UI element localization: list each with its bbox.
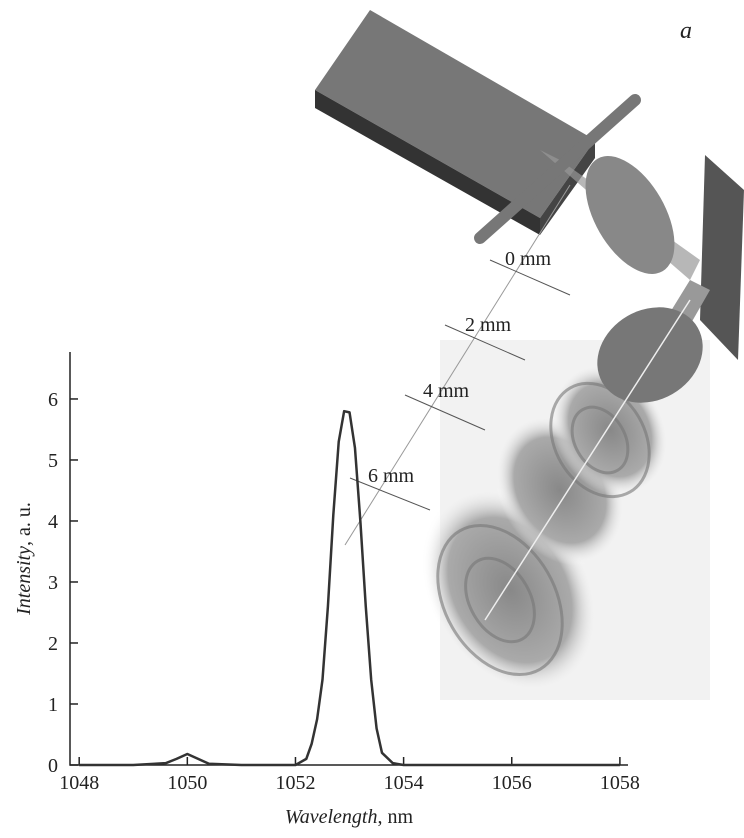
x-label-part: Wavelength xyxy=(285,806,378,828)
illustration: 0 mm 2 mm 4 mm 6 mm a xyxy=(315,10,744,700)
distance-label: 0 mm xyxy=(505,248,552,270)
panel-label: a xyxy=(680,18,692,44)
y-tick-label: 4 xyxy=(48,511,58,533)
x-tick-label: 1052 xyxy=(275,772,315,794)
chart: 0 1 2 3 4 5 6 1048 1050 1052 1054 1056 1058 Wavelengt… xyxy=(13,352,640,828)
y-tick-label: 3 xyxy=(48,572,58,594)
x-label-part: , nm xyxy=(378,806,414,828)
y-tick-label: 0 xyxy=(48,755,58,777)
y-label-part: Intensity xyxy=(13,546,35,616)
y-axis-label: Intensity, a. u. xyxy=(13,502,35,616)
y-tick-label: 1 xyxy=(48,694,58,716)
x-tick-label: 1058 xyxy=(600,772,640,794)
distance-label: 2 mm xyxy=(465,314,512,336)
x-tick-label: 1056 xyxy=(492,772,532,794)
y-tick-label: 2 xyxy=(48,633,58,655)
distance-label: 4 mm xyxy=(423,380,470,402)
y-tick-label: 6 xyxy=(48,389,58,411)
y-tick-label: 5 xyxy=(48,450,58,472)
distance-label: 6 mm xyxy=(368,465,415,487)
x-tick-label: 1054 xyxy=(384,772,424,794)
x-axis-label: Wavelength, nm xyxy=(285,806,414,828)
x-tick-label: 1050 xyxy=(167,772,207,794)
spectrum-line xyxy=(79,409,620,767)
x-tick-label: 1048 xyxy=(59,772,99,794)
y-label-part: , a. u. xyxy=(13,502,35,546)
